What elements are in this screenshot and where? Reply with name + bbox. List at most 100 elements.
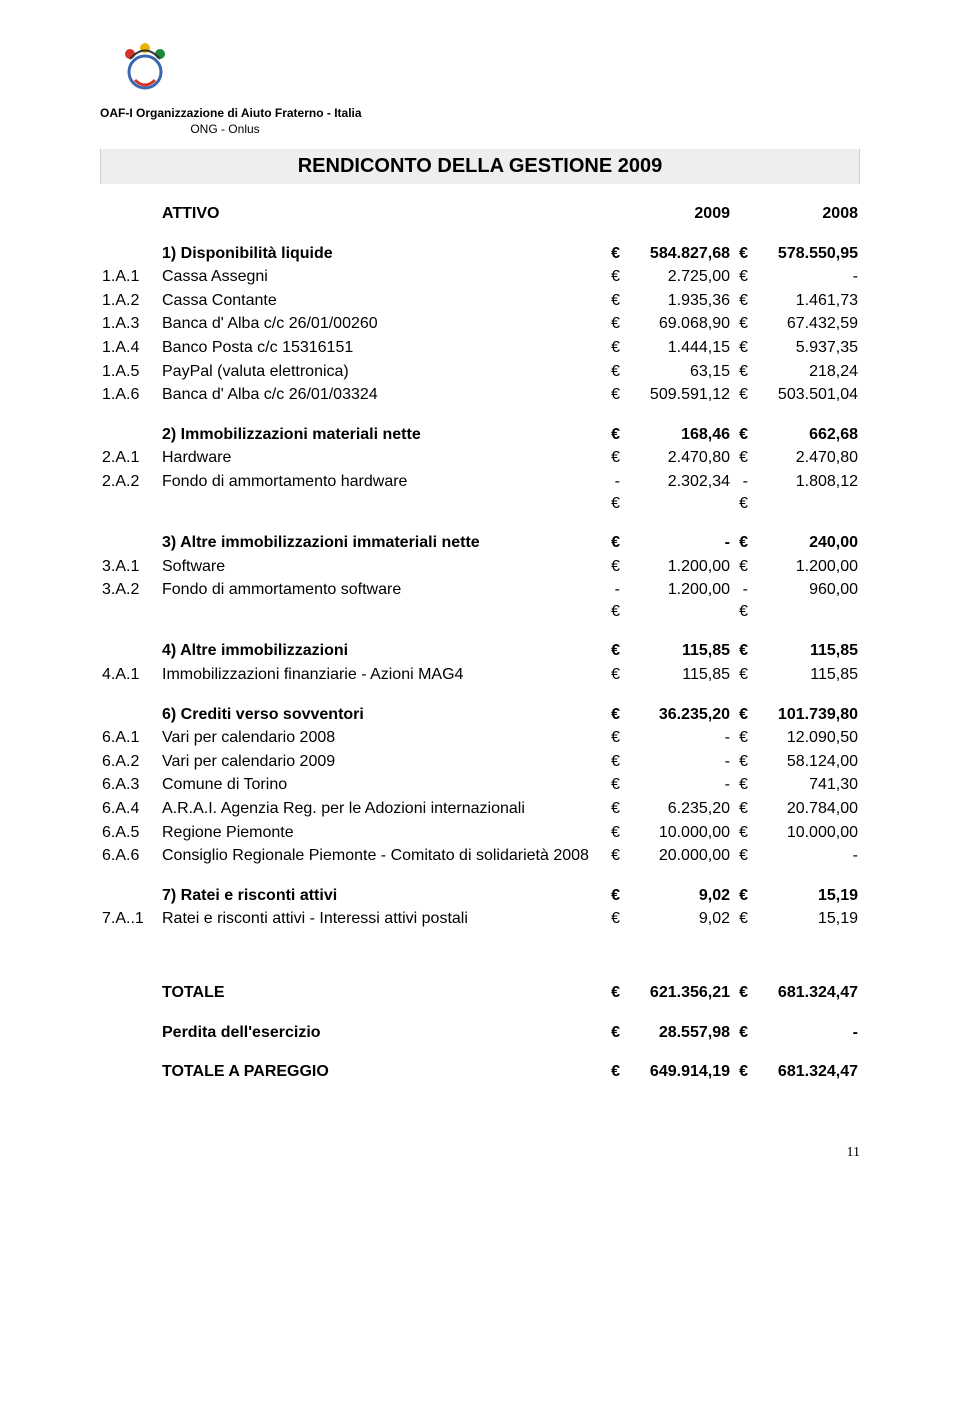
currency-symbol: €	[732, 289, 750, 313]
total-label: TOTALE A PAREGGIO	[160, 1060, 604, 1084]
currency-symbol: €	[604, 1060, 622, 1084]
row-value-current: 2.725,00	[622, 265, 732, 289]
section-value-current: 584.827,68	[622, 242, 732, 266]
row-code: 1.A.4	[100, 336, 160, 360]
currency-symbol: €	[604, 289, 622, 313]
currency-symbol: €	[604, 703, 622, 727]
total-value-prior: -	[750, 1021, 860, 1045]
section-header: 2) Immobilizzazioni materiali nette	[160, 423, 604, 447]
section-value-prior: 101.739,80	[750, 703, 860, 727]
currency-symbol: €	[732, 726, 750, 750]
org-subtitle: ONG - Onlus	[100, 121, 350, 137]
row-value-prior: 960,00	[750, 578, 860, 623]
currency-symbol: €	[732, 981, 750, 1005]
total-value-current: 28.557,98	[622, 1021, 732, 1045]
row-code: 6.A.2	[100, 750, 160, 774]
row-code: 3.A.2	[100, 578, 160, 623]
row-value-current: 115,85	[622, 663, 732, 687]
row-value-prior: -	[750, 844, 860, 868]
org-name: OAF-I Organizzazione di Aiuto Fraterno -…	[100, 105, 860, 121]
currency-symbol: €	[732, 907, 750, 931]
row-value-current: 69.068,90	[622, 312, 732, 336]
row-code: 6.A.5	[100, 821, 160, 845]
row-value-current: 10.000,00	[622, 821, 732, 845]
currency-symbol: €	[732, 663, 750, 687]
currency-symbol: €	[604, 383, 622, 407]
row-label: Immobilizzazioni finanziarie - Azioni MA…	[160, 663, 604, 687]
row-label: PayPal (valuta elettronica)	[160, 360, 604, 384]
total-value-current: 649.914,19	[622, 1060, 732, 1084]
total-value-prior: 681.324,47	[750, 981, 860, 1005]
currency-symbol: €	[732, 1060, 750, 1084]
currency-symbol: €	[604, 639, 622, 663]
currency-symbol: €	[604, 907, 622, 931]
row-value-current: 509.591,12	[622, 383, 732, 407]
total-value-prior: 681.324,47	[750, 1060, 860, 1084]
currency-symbol: €	[732, 312, 750, 336]
section-header: 3) Altre immobilizzazioni immateriali ne…	[160, 531, 604, 555]
row-value-prior: 503.501,04	[750, 383, 860, 407]
currency-symbol: €	[604, 242, 622, 266]
section-value-prior: 115,85	[750, 639, 860, 663]
currency-symbol: €	[732, 703, 750, 727]
currency-symbol: €	[732, 821, 750, 845]
row-value-prior: 115,85	[750, 663, 860, 687]
row-value-current: 2.470,80	[622, 446, 732, 470]
row-label: Vari per calendario 2009	[160, 750, 604, 774]
currency-symbol: €	[732, 750, 750, 774]
row-value-prior: 741,30	[750, 773, 860, 797]
row-label: Fondo di ammortamento hardware	[160, 470, 604, 515]
currency-symbol: - €	[604, 578, 622, 623]
currency-symbol: €	[732, 555, 750, 579]
row-code: 4.A.1	[100, 663, 160, 687]
currency-symbol: €	[604, 981, 622, 1005]
currency-symbol: €	[604, 797, 622, 821]
row-value-prior: 1.200,00	[750, 555, 860, 579]
currency-symbol: €	[732, 336, 750, 360]
section-header: 6) Crediti verso sovventori	[160, 703, 604, 727]
currency-symbol: €	[732, 242, 750, 266]
col-header-attivo: ATTIVO	[160, 202, 604, 226]
currency-symbol: €	[732, 639, 750, 663]
currency-symbol: - €	[732, 470, 750, 515]
section-value-prior: 15,19	[750, 884, 860, 908]
row-value-prior: 12.090,50	[750, 726, 860, 750]
currency-symbol: €	[732, 360, 750, 384]
section-value-prior: 578.550,95	[750, 242, 860, 266]
section-value-current: -	[622, 531, 732, 555]
row-value-current: 1.444,15	[622, 336, 732, 360]
section-value-current: 9,02	[622, 884, 732, 908]
row-value-prior: 15,19	[750, 907, 860, 931]
total-value-current: 621.356,21	[622, 981, 732, 1005]
row-label: A.R.A.I. Agenzia Reg. per le Adozioni in…	[160, 797, 604, 821]
row-code: 6.A.3	[100, 773, 160, 797]
currency-symbol: €	[732, 844, 750, 868]
row-label: Banca d' Alba c/c 26/01/03324	[160, 383, 604, 407]
section-value-current: 115,85	[622, 639, 732, 663]
row-code: 1.A.6	[100, 383, 160, 407]
row-code: 6.A.1	[100, 726, 160, 750]
section-value-prior: 240,00	[750, 531, 860, 555]
currency-symbol: €	[604, 844, 622, 868]
row-label: Hardware	[160, 446, 604, 470]
row-value-prior: 1.808,12	[750, 470, 860, 515]
row-value-current: 1.935,36	[622, 289, 732, 313]
row-value-current: 2.302,34	[622, 470, 732, 515]
row-code: 1.A.2	[100, 289, 160, 313]
section-value-prior: 662,68	[750, 423, 860, 447]
row-code: 1.A.5	[100, 360, 160, 384]
currency-symbol: €	[604, 773, 622, 797]
row-code: 7.A..1	[100, 907, 160, 931]
total-label: Perdita dell'esercizio	[160, 1021, 604, 1045]
currency-symbol: €	[732, 1021, 750, 1045]
currency-symbol: - €	[732, 578, 750, 623]
row-label: Fondo di ammortamento software	[160, 578, 604, 623]
currency-symbol: €	[604, 750, 622, 774]
page-number: 11	[100, 1144, 860, 1163]
row-value-prior: 20.784,00	[750, 797, 860, 821]
currency-symbol: €	[732, 884, 750, 908]
row-code: 1.A.1	[100, 265, 160, 289]
col-header-year-current: 2009	[622, 202, 732, 226]
row-value-prior: 10.000,00	[750, 821, 860, 845]
row-value-current: 63,15	[622, 360, 732, 384]
